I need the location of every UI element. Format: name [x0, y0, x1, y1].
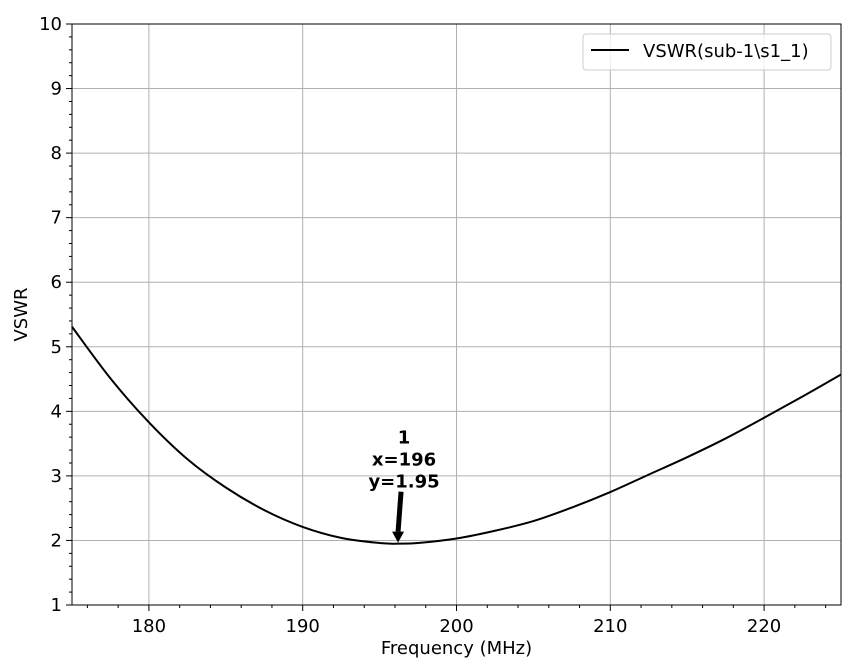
y-tick-label: 1: [51, 595, 62, 616]
plot-frame: [71, 23, 842, 606]
x-tick-label: 200: [439, 616, 473, 637]
legend: VSWR(sub-1\s1_1): [582, 33, 832, 71]
legend-box: [582, 33, 832, 71]
tick-labels: 180 190 200 210 220 1 2 3 4 5 6 7 8 9 10: [39, 14, 781, 637]
major-ticks: [66, 23, 765, 611]
y-tick-label: 7: [51, 208, 62, 229]
x-axis-label: Frequency (MHz): [381, 638, 532, 659]
marker-arrow-shaft: [395, 491, 404, 532]
legend-label: VSWR(sub-1\s1_1): [643, 41, 809, 62]
marker-annotation-text: x=196: [372, 450, 436, 471]
y-tick-label: 10: [39, 14, 62, 35]
x-tick-label: 180: [132, 616, 166, 637]
y-tick-label: 4: [51, 401, 62, 422]
y-tick-label: 9: [51, 79, 62, 100]
marker-annotation-text: y=1.95: [368, 472, 439, 493]
x-tick-label: 210: [593, 616, 627, 637]
y-tick-label: 6: [51, 272, 62, 293]
series-lines: [71, 326, 842, 545]
series-line-vswr: [71, 326, 842, 545]
y-tick-label: 5: [51, 337, 62, 358]
y-tick-label: 3: [51, 466, 62, 487]
grid-lines: [72, 23, 841, 606]
minor-ticks: [69, 36, 827, 608]
y-axis-label: VSWR: [11, 287, 32, 341]
y-tick-label: 2: [51, 530, 62, 551]
x-tick-label: 190: [286, 616, 320, 637]
marker-arrow-head: [392, 531, 405, 543]
marker-annotation-text: 1: [398, 428, 411, 449]
y-tick-label: 8: [51, 143, 62, 164]
x-tick-label: 220: [747, 616, 781, 637]
